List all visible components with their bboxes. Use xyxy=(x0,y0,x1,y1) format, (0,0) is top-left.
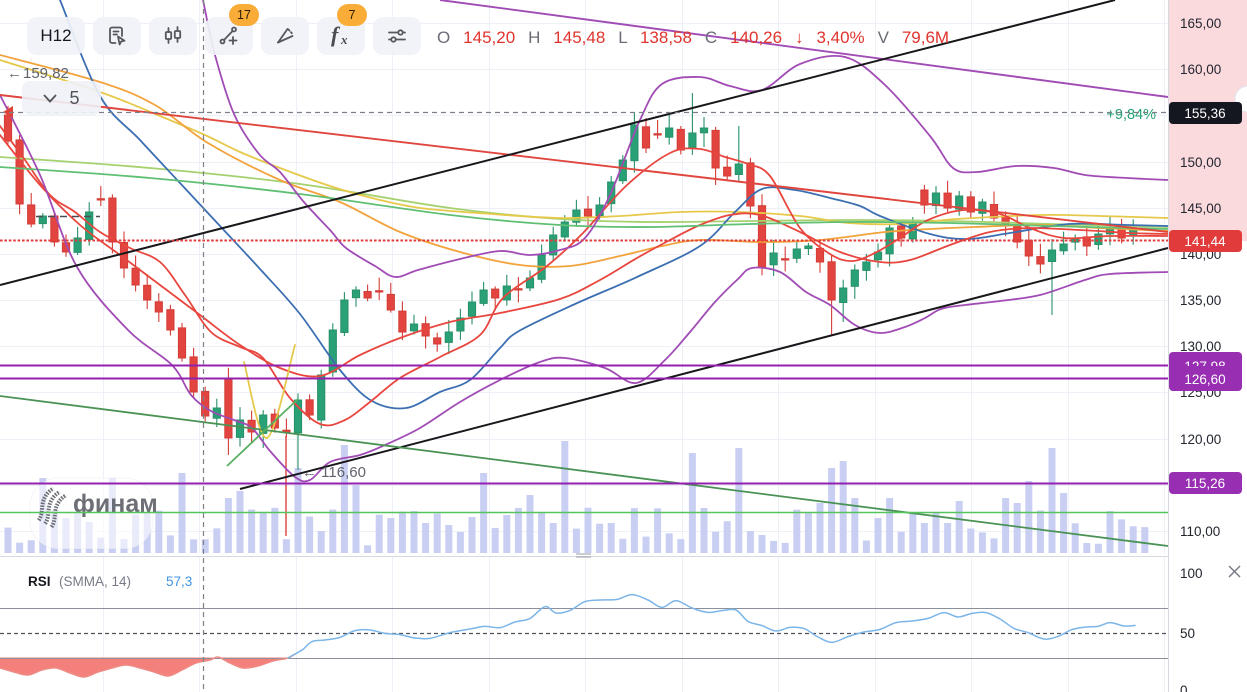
svg-text:←: ← xyxy=(7,65,22,82)
svg-text:← 116,60: ← 116,60 xyxy=(302,464,366,481)
svg-text:f: f xyxy=(331,23,341,47)
svg-text:0: 0 xyxy=(1180,683,1188,692)
svg-text:+9,84%: +9,84% xyxy=(1106,107,1156,123)
svg-text:155,36: 155,36 xyxy=(1184,106,1225,121)
svg-text:110,00: 110,00 xyxy=(1180,524,1220,539)
svg-text:(SMMA, 14): (SMMA, 14) xyxy=(59,574,131,589)
svg-text:150,00: 150,00 xyxy=(1180,155,1221,170)
svg-text:RSI: RSI xyxy=(28,574,51,589)
svg-text:50: 50 xyxy=(1180,626,1195,641)
svg-text:159,82: 159,82 xyxy=(23,65,69,82)
svg-text:115,26: 115,26 xyxy=(1185,476,1225,491)
svg-text:100: 100 xyxy=(1180,566,1203,581)
svg-text:x: x xyxy=(340,32,348,47)
svg-text:135,00: 135,00 xyxy=(1180,293,1221,308)
svg-text:165,00: 165,00 xyxy=(1180,16,1221,31)
svg-text:130,00: 130,00 xyxy=(1180,339,1221,354)
svg-text:126,60: 126,60 xyxy=(1184,372,1225,387)
svg-text:145,00: 145,00 xyxy=(1180,201,1221,216)
svg-text:160,00: 160,00 xyxy=(1180,62,1221,77)
svg-text:141,44: 141,44 xyxy=(1184,234,1226,249)
svg-text:финам: финам xyxy=(73,490,158,518)
svg-text:57,3: 57,3 xyxy=(166,574,192,589)
svg-text:120,00: 120,00 xyxy=(1180,432,1221,447)
